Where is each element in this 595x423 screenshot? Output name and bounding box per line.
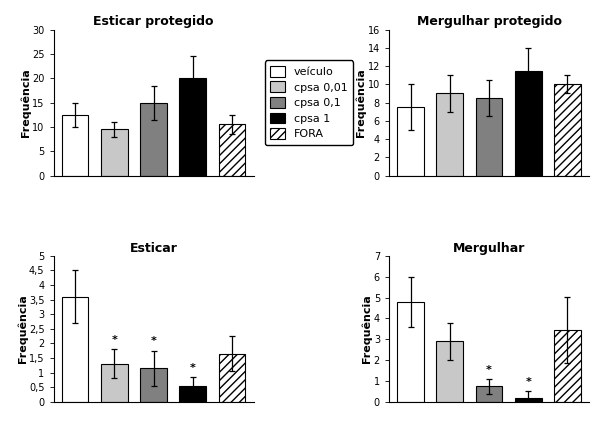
Bar: [397, 107, 424, 176]
Legend: veículo, cpsa 0,01, cpsa 0,1, cpsa 1, FORA: veículo, cpsa 0,01, cpsa 0,1, cpsa 1, FO…: [265, 60, 353, 145]
Bar: [180, 78, 206, 176]
Text: *: *: [190, 363, 196, 373]
Bar: [554, 84, 581, 176]
Text: *: *: [525, 377, 531, 387]
Text: *: *: [151, 336, 156, 346]
Bar: [62, 115, 89, 176]
Bar: [62, 297, 89, 402]
Bar: [140, 368, 167, 402]
Bar: [140, 103, 167, 176]
Title: Mergulhar protegido: Mergulhar protegido: [416, 16, 562, 28]
Bar: [101, 129, 128, 176]
Bar: [180, 386, 206, 402]
Title: Esticar: Esticar: [130, 242, 177, 255]
Y-axis label: Frequência: Frequência: [20, 68, 30, 137]
Y-axis label: Frequência: Frequência: [17, 294, 27, 363]
Text: *: *: [486, 365, 492, 374]
Bar: [219, 124, 245, 176]
Bar: [475, 386, 502, 402]
Title: Mergulhar: Mergulhar: [453, 242, 525, 255]
Bar: [554, 330, 581, 402]
Bar: [515, 398, 541, 402]
Bar: [475, 98, 502, 176]
Y-axis label: Frequência: Frequência: [356, 68, 366, 137]
Bar: [515, 71, 541, 176]
Bar: [219, 354, 245, 402]
Bar: [437, 93, 463, 176]
Y-axis label: Frequência: Frequência: [362, 294, 372, 363]
Bar: [397, 302, 424, 402]
Text: *: *: [111, 335, 117, 345]
Bar: [101, 364, 128, 402]
Bar: [437, 341, 463, 402]
Title: Esticar protegido: Esticar protegido: [93, 16, 214, 28]
